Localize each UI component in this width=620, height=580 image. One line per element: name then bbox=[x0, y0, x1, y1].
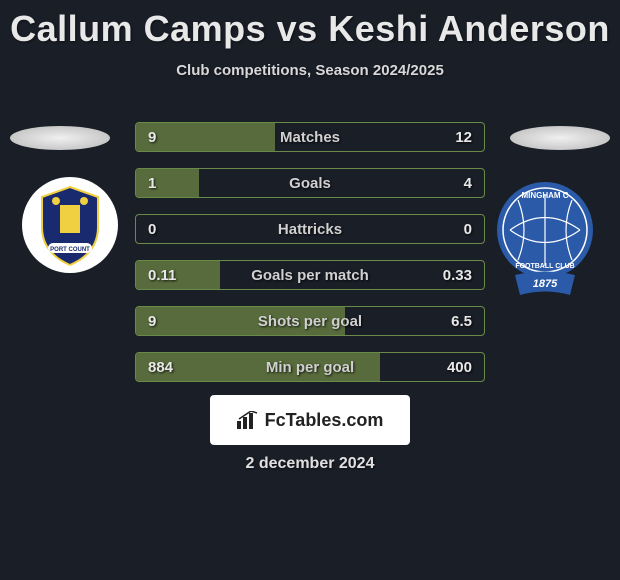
date-text: 2 december 2024 bbox=[0, 455, 620, 473]
svg-text:MINGHAM C: MINGHAM C bbox=[521, 191, 568, 200]
stat-label: Hattricks bbox=[136, 215, 484, 243]
stat-value-right: 6.5 bbox=[451, 307, 472, 335]
left-team-crest: PORT COUNT bbox=[20, 175, 120, 275]
stat-row: 9Shots per goal6.5 bbox=[135, 306, 485, 336]
stat-label: Min per goal bbox=[136, 353, 484, 381]
stats-container: 9Matches12 1Goals4 0Hattricks0 0.11Goals pe… bbox=[135, 122, 485, 398]
right-oval bbox=[510, 126, 610, 150]
stat-label: Goals per match bbox=[136, 261, 484, 289]
subtitle: Club competitions, Season 2024/2025 bbox=[0, 62, 620, 79]
brand-box: FcTables.com bbox=[210, 395, 410, 445]
stat-value-right: 0 bbox=[464, 215, 472, 243]
stat-row: 0.11Goals per match0.33 bbox=[135, 260, 485, 290]
stat-value-right: 4 bbox=[464, 169, 472, 197]
stat-label: Matches bbox=[136, 123, 484, 151]
stat-label: Shots per goal bbox=[136, 307, 484, 335]
stat-row: 9Matches12 bbox=[135, 122, 485, 152]
svg-text:PORT COUNT: PORT COUNT bbox=[50, 247, 90, 253]
svg-text:FOOTBALL CLUB: FOOTBALL CLUB bbox=[515, 263, 574, 270]
stat-value-right: 400 bbox=[447, 353, 472, 381]
stat-value-right: 12 bbox=[455, 123, 472, 151]
right-team-crest: MINGHAM C FOOTBALL CLUB 1875 bbox=[490, 180, 600, 310]
stat-value-right: 0.33 bbox=[443, 261, 472, 289]
brand-text: FcTables.com bbox=[265, 410, 384, 431]
stat-row: 1Goals4 bbox=[135, 168, 485, 198]
stat-row: 884Min per goal400 bbox=[135, 352, 485, 382]
svg-text:1875: 1875 bbox=[533, 278, 558, 290]
stat-row: 0Hattricks0 bbox=[135, 214, 485, 244]
left-oval bbox=[10, 126, 110, 150]
brand-chart-icon bbox=[237, 411, 259, 429]
page-title: Callum Camps vs Keshi Anderson bbox=[0, 0, 620, 50]
stat-label: Goals bbox=[136, 169, 484, 197]
